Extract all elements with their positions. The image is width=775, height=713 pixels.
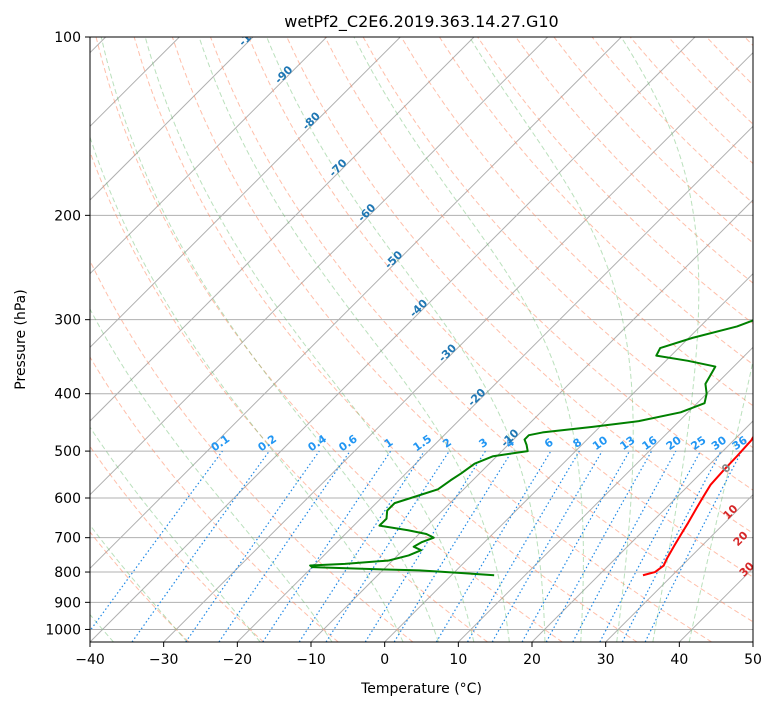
y-tick-label: 700 [54, 531, 81, 547]
y-tick-label: 500 [54, 444, 81, 460]
x-tick-label: 0 [380, 652, 389, 668]
x-tick-label: 10 [449, 652, 467, 668]
x-tick-label: 20 [523, 652, 541, 668]
chart-title: wetPf2_C2E6.2019.363.14.27.G10 [284, 12, 558, 32]
x-tick-label: 40 [670, 652, 688, 668]
y-tick-label: 400 [54, 387, 81, 403]
y-tick-label: 800 [54, 565, 81, 581]
y-tick-label: 100 [54, 30, 81, 46]
x-tick-label: −40 [75, 652, 105, 668]
y-tick-label: 200 [54, 208, 81, 224]
y-tick-label: 1000 [45, 622, 81, 638]
y-axis-label: Pressure (hPa) [13, 289, 29, 389]
y-tick-label: 300 [54, 313, 81, 329]
x-tick-label: −20 [223, 652, 253, 668]
x-tick-label: 50 [744, 652, 762, 668]
x-tick-label: 30 [597, 652, 615, 668]
x-tick-label: −30 [149, 652, 179, 668]
x-axis-label: Temperature (°C) [360, 681, 482, 697]
y-tick-label: 600 [54, 491, 81, 507]
y-tick-label: 900 [54, 595, 81, 611]
x-tick-label: −10 [296, 652, 326, 668]
